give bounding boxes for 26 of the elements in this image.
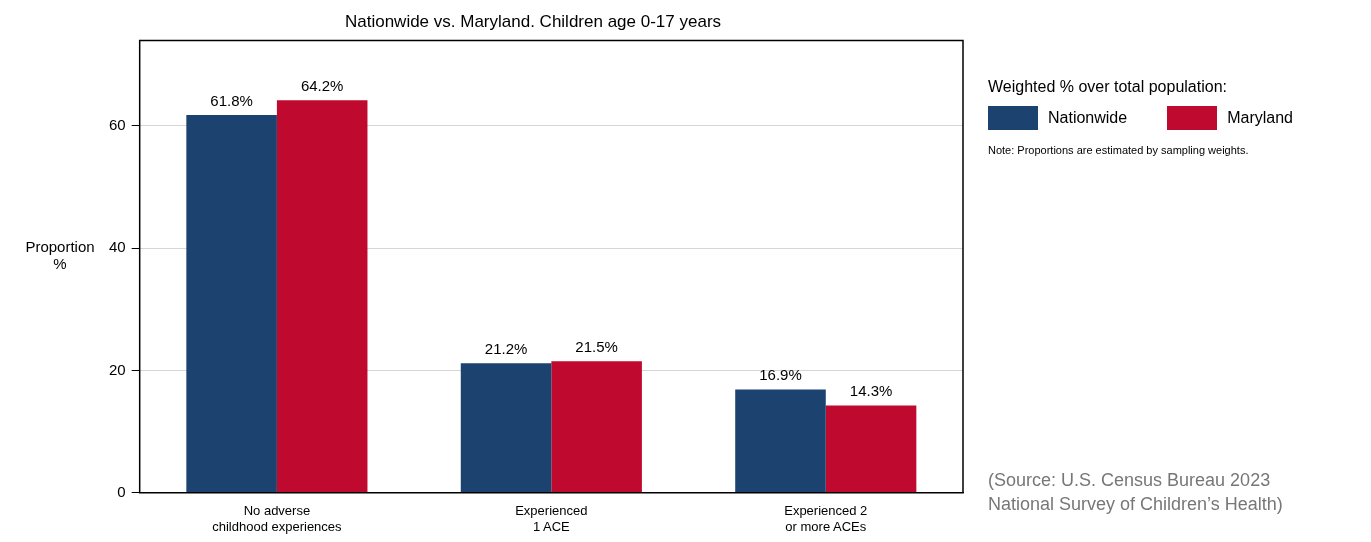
y-tick-label: 40	[109, 238, 126, 256]
x-tick-label: Experienced 2 or more ACEs	[784, 503, 868, 534]
bar	[186, 114, 277, 493]
legend-label: Maryland	[1227, 109, 1293, 127]
data-label: 61.8%	[210, 91, 253, 109]
legend-label: Nationwide	[1048, 109, 1128, 127]
y-axis-title: Proportion %	[25, 237, 95, 272]
data-label: 64.2%	[300, 76, 344, 94]
y-tick-label: 60	[109, 116, 126, 134]
text: (Source: U.S. Census Bureau 2023 National Survey of Children’s Health)	[988, 469, 1283, 516]
text: Note: Proportions are estimated by sampling weights.	[988, 144, 1250, 156]
chart-title: Nationwide vs. Maryland. Children age 0-17 years	[344, 11, 722, 31]
y-tick-label: 0	[117, 482, 126, 500]
bar	[276, 100, 368, 493]
data-label: 16.9%	[759, 366, 802, 384]
data-label: 21.2%	[484, 339, 528, 357]
x-tick-label: No adverse childhood experiences	[212, 503, 343, 534]
bar	[825, 405, 917, 493]
y-tick-label: 20	[109, 360, 126, 378]
bar	[460, 363, 552, 493]
legend-title: Weighted % over total population:	[988, 78, 1228, 96]
data-label: 14.3%	[849, 382, 893, 400]
data-label: 21.5%	[575, 338, 618, 355]
bar	[551, 361, 642, 493]
x-tick-label: Experienced 1 ACE	[515, 503, 588, 534]
bar	[735, 389, 826, 493]
